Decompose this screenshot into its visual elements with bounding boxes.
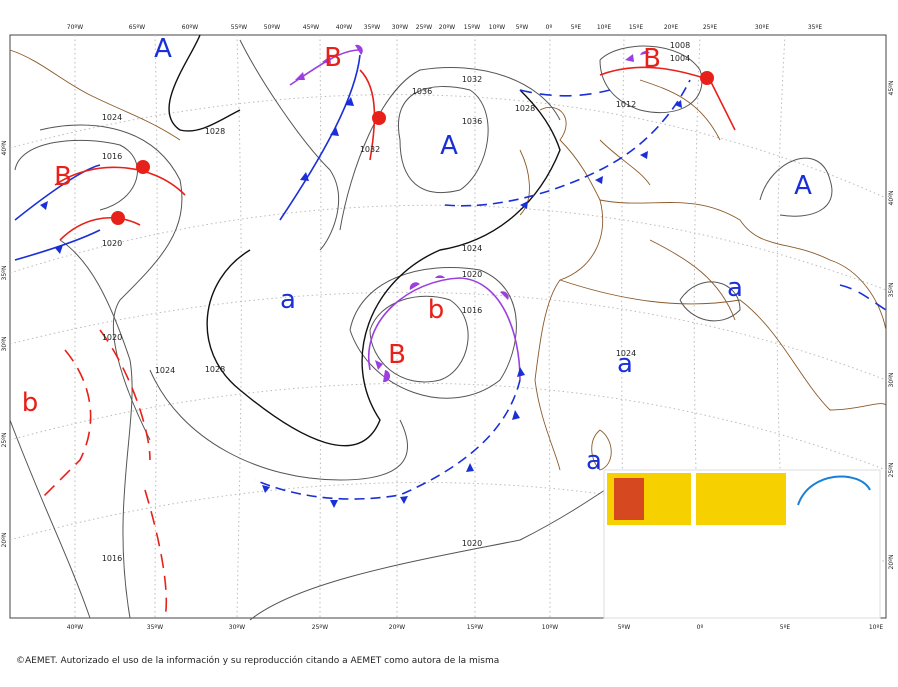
- top-longitude: 55ºW: [231, 24, 247, 31]
- isobars: [9, 39, 833, 621]
- pressure-center: A: [794, 171, 812, 201]
- pressure-center: A: [154, 34, 172, 64]
- isobar-label: 1024: [462, 244, 482, 253]
- bottom-longitude: 10ºE: [869, 624, 883, 631]
- pressure-center: B: [643, 44, 661, 74]
- left-latitude: 30ºN: [1, 337, 8, 352]
- top-longitude: 45ºW: [303, 24, 319, 31]
- pressure-center: B: [388, 340, 406, 370]
- top-longitude: 25ºE: [703, 24, 717, 31]
- top-longitude: 15ºE: [629, 24, 643, 31]
- bottom-longitude: 0º: [697, 624, 704, 631]
- top-longitude: 20ºW: [439, 24, 455, 31]
- legend: [603, 469, 881, 619]
- top-longitude: 0º: [546, 24, 553, 31]
- ministry-logo: [696, 473, 786, 525]
- isobar-label: 1036: [412, 87, 432, 96]
- bottom-longitude: 35ºW: [147, 624, 163, 631]
- bottom-longitude: 5ºE: [780, 624, 791, 631]
- footer: ©AEMET. Autorizado el uso de la informac…: [16, 655, 499, 666]
- isobar-label: 1004: [670, 54, 690, 63]
- top-longitude: 5ºE: [571, 24, 582, 31]
- isobar-label: 1028: [205, 365, 225, 374]
- top-longitude: 5ºW: [516, 24, 529, 31]
- isobar-label: 1008: [670, 41, 690, 50]
- isobar-label: 1016: [102, 554, 122, 563]
- bottom-longitude: 10ºW: [542, 624, 558, 631]
- isobar-label: 1028: [515, 104, 535, 113]
- pressure-center: B: [324, 43, 342, 73]
- top-longitude: 65ºW: [129, 24, 145, 31]
- bottom-longitude: 20ºW: [389, 624, 405, 631]
- isobar-label: 1020: [102, 333, 122, 342]
- isobar-label: 1024: [155, 366, 175, 375]
- bottom-longitude: 5ºW: [618, 624, 631, 631]
- right-latitude: 45ºN: [888, 81, 895, 96]
- pressure-center: b: [22, 388, 39, 418]
- top-longitude: 10ºW: [489, 24, 505, 31]
- top-longitude: 50ºW: [264, 24, 280, 31]
- pressure-center: b: [428, 295, 445, 325]
- isobar-label: 1020: [462, 270, 482, 279]
- aemet-swoosh: [797, 475, 871, 506]
- isobar-label: 1036: [462, 117, 482, 126]
- isobar-label: 1012: [616, 100, 636, 109]
- bottom-longitude: 40ºW: [67, 624, 83, 631]
- isobar-label: 1032: [462, 75, 482, 84]
- isobar-label: 1024: [102, 113, 122, 122]
- pressure-center: B: [54, 162, 72, 192]
- isobar-label: 1016: [102, 152, 122, 161]
- left-latitude: 40ºN: [1, 141, 8, 156]
- isobar-label: 1020: [462, 539, 482, 548]
- coat-of-arms: [614, 478, 644, 520]
- bottom-longitude: 30ºW: [229, 624, 245, 631]
- isobar-label: 1020: [102, 239, 122, 248]
- top-longitude: 60ºW: [182, 24, 198, 31]
- isobar-label: 1028: [205, 127, 225, 136]
- isobar-label: 1024: [616, 349, 636, 358]
- top-longitude: 70ºW: [67, 24, 83, 31]
- top-longitude: 15ºW: [464, 24, 480, 31]
- pressure-center: a: [727, 273, 743, 303]
- right-latitude: 30ºN: [888, 373, 895, 388]
- left-latitude: 25ºN: [1, 433, 8, 448]
- pressure-center: a: [586, 446, 602, 476]
- left-latitude: 20ºN: [1, 533, 8, 548]
- front-symbols: [40, 44, 714, 508]
- top-longitude: 35ºW: [364, 24, 380, 31]
- top-longitude: 20ºE: [664, 24, 678, 31]
- top-longitude: 40ºW: [336, 24, 352, 31]
- right-latitude: 20ºN: [888, 555, 895, 570]
- bottom-longitude: 15ºW: [467, 624, 483, 631]
- isobar-label: 1032: [360, 145, 380, 154]
- right-latitude: 35ºN: [888, 283, 895, 298]
- pressure-center: a: [280, 285, 296, 315]
- left-latitude: 35ºN: [1, 266, 8, 281]
- main-isobars: [168, 34, 561, 447]
- bottom-longitude: 25ºW: [312, 624, 328, 631]
- pressure-center: A: [440, 131, 458, 161]
- top-longitude: 35ºE: [808, 24, 822, 31]
- coastlines: [9, 49, 887, 471]
- top-longitude: 25ºW: [416, 24, 432, 31]
- top-longitude: 10ºE: [597, 24, 611, 31]
- isobar-label: 1016: [462, 306, 482, 315]
- pressure-center: a: [617, 349, 633, 379]
- top-longitude: 30ºW: [392, 24, 408, 31]
- right-latitude: 40ºN: [888, 191, 895, 206]
- top-longitude: 30ºE: [755, 24, 769, 31]
- right-latitude: 25ºN: [888, 463, 895, 478]
